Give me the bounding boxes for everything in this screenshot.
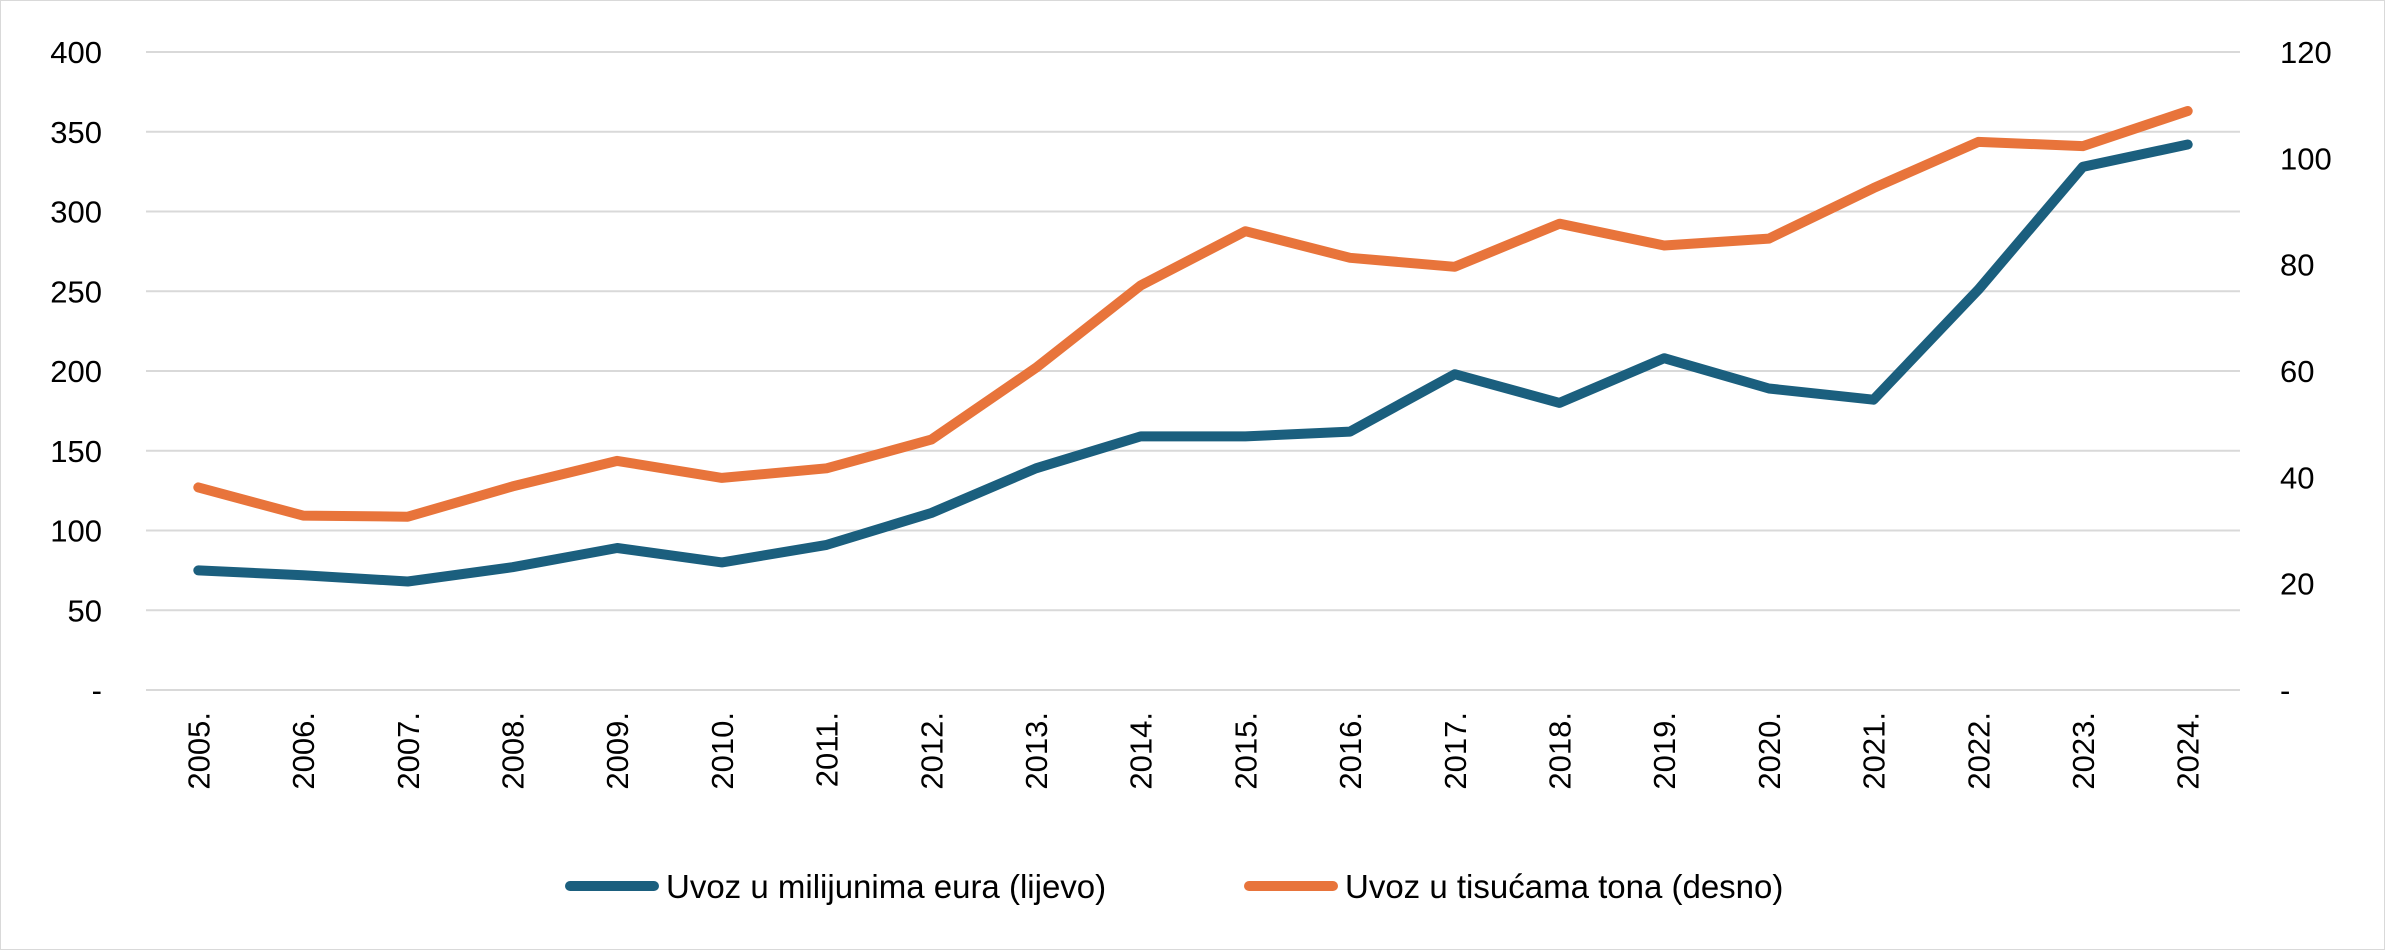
x-tick-label: 2012. xyxy=(914,712,949,790)
legend-label-eur: Uvoz u milijunima eura (lijevo) xyxy=(666,868,1106,905)
x-tick-label: 2023. xyxy=(2066,712,2101,790)
right-tick-label: 60 xyxy=(2280,354,2314,389)
right-tick-label: 120 xyxy=(2280,35,2332,70)
x-tick-label: 2016. xyxy=(1333,712,1368,790)
left-tick-label: 350 xyxy=(50,115,102,150)
left-tick-label: 300 xyxy=(50,195,102,230)
series-line-tons xyxy=(193,106,2193,522)
x-tick-label: 2008. xyxy=(495,712,530,790)
legend-label-tons: Uvoz u tisućama tona (desno) xyxy=(1345,868,1783,905)
right-tick-label: - xyxy=(2280,673,2290,708)
series-line-eur xyxy=(193,139,2193,587)
x-tick-label: 2015. xyxy=(1228,712,1263,790)
left-tick-label: - xyxy=(92,673,102,708)
x-tick-label: 2024. xyxy=(2171,712,2206,790)
left-y-axis: - 50 100 150 200 250 300 350 400 xyxy=(50,35,102,708)
x-tick-label: 2010. xyxy=(705,712,740,790)
x-tick-label: 2006. xyxy=(286,712,321,790)
right-tick-label: 20 xyxy=(2280,567,2314,602)
x-tick-label: 2013. xyxy=(1019,712,1054,790)
x-tick-label: 2014. xyxy=(1124,712,1159,790)
x-tick-label: 2005. xyxy=(181,712,216,790)
x-tick-label: 2017. xyxy=(1438,712,1473,790)
x-tick-label: 2022. xyxy=(1961,712,1996,790)
x-tick-label: 2018. xyxy=(1542,712,1577,790)
x-tick-label: 2020. xyxy=(1752,712,1787,790)
left-tick-label: 400 xyxy=(50,35,102,70)
right-tick-label: 100 xyxy=(2280,141,2332,176)
gridlines xyxy=(146,51,2240,691)
series-layer xyxy=(193,106,2193,587)
left-tick-label: 250 xyxy=(50,274,102,309)
right-tick-label: 80 xyxy=(2280,248,2314,283)
right-y-axis: - 20 40 60 80 100 120 xyxy=(2280,35,2332,708)
left-tick-label: 100 xyxy=(50,514,102,549)
x-tick-label: 2009. xyxy=(600,712,635,790)
left-tick-label: 200 xyxy=(50,354,102,389)
left-tick-label: 150 xyxy=(50,434,102,469)
legend: Uvoz u milijunima eura (lijevo) Uvoz u t… xyxy=(565,868,1783,905)
right-tick-label: 40 xyxy=(2280,460,2314,495)
left-tick-label: 50 xyxy=(68,593,102,628)
x-axis: 2005. 2006. 2007. 2008. 2009. 2010. 2011. 2012.… xyxy=(181,712,2205,790)
x-tick-label: 2011. xyxy=(810,712,845,787)
x-tick-label: 2019. xyxy=(1647,712,1682,790)
x-tick-label: 2021. xyxy=(1857,712,1892,790)
x-tick-label: 2007. xyxy=(391,712,426,790)
